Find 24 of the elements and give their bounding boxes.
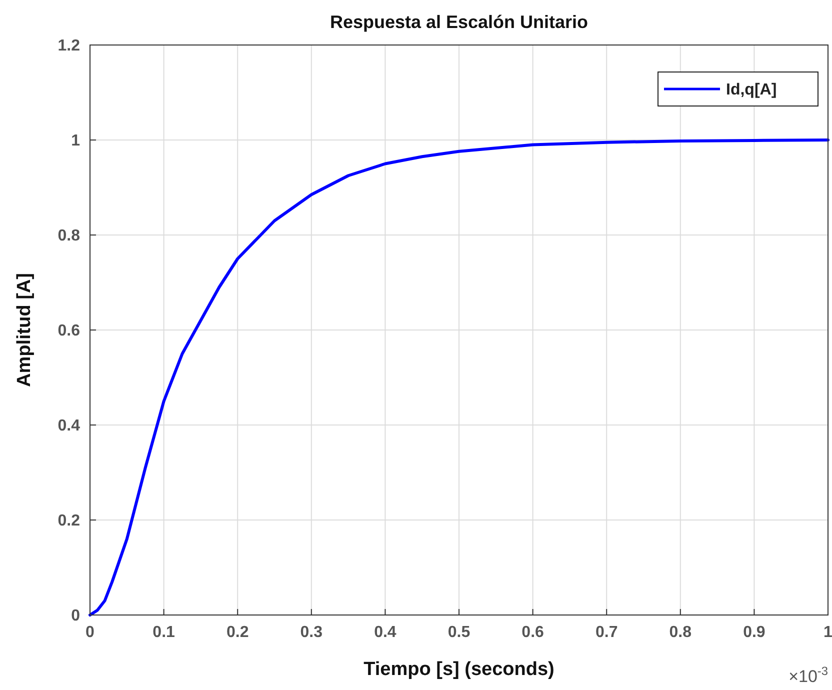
y-tick-label: 0.6: [58, 322, 80, 340]
x-tick-label: 0.8: [669, 624, 692, 641]
x-axis-title: Tiempo [s] (seconds): [364, 659, 554, 680]
x-tick-label: 0.9: [743, 624, 766, 641]
x-tick-label: 0.2: [226, 624, 249, 641]
y-tick-label: 1.2: [58, 38, 80, 55]
y-tick-label: 0.4: [58, 418, 80, 435]
y-axis-title: Amplitud [A]: [14, 273, 35, 387]
y-tick-label: 1: [71, 132, 80, 150]
y-tick-label: 0: [71, 608, 80, 625]
x-tick-label: 0: [86, 624, 95, 641]
y-tick-label: 0.2: [58, 512, 80, 530]
line-series: [88, 138, 830, 616]
x-tick-label: 0.1: [152, 624, 176, 641]
legend-label: Id,q[A]: [726, 82, 777, 99]
y-tick-label: 0.8: [58, 228, 80, 245]
x-tick-label: 0.4: [374, 624, 396, 641]
chart-title: Respuesta al Escalón Unitario: [330, 12, 588, 32]
x-tick-label: 0.5: [448, 624, 470, 641]
x-tick-label: 0.6: [522, 624, 544, 641]
x-tick-label: 1: [824, 624, 832, 641]
x-tick-label: 0.3: [300, 624, 323, 641]
text: ×10$^{-3}$: [788, 664, 828, 686]
x-tick-label: 0.7: [595, 624, 618, 641]
